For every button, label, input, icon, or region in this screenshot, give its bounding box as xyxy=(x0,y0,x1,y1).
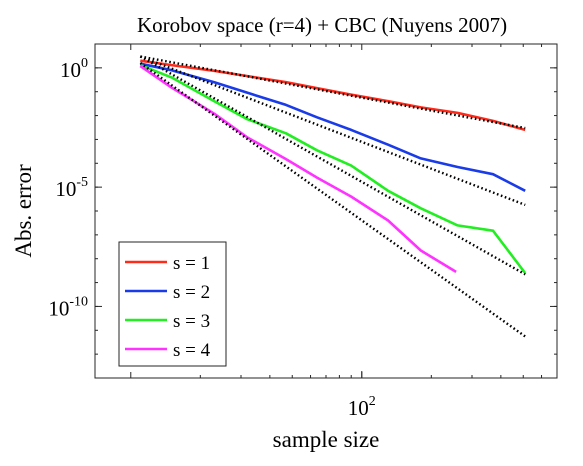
legend-label-s4: s = 4 xyxy=(173,340,211,361)
legend-label-s1: s = 1 xyxy=(173,253,210,274)
y-tick-label-base: 10 xyxy=(55,177,76,201)
x-tick-label-exponent: 2 xyxy=(369,394,376,409)
y-tick-label-exponent: -10 xyxy=(69,294,88,309)
series-line-s3 xyxy=(139,63,527,274)
x-tick-label: 102 xyxy=(348,394,376,420)
x-tick-label-base: 10 xyxy=(348,396,369,420)
legend-label-s2: s = 2 xyxy=(173,282,210,303)
series-line-s1 xyxy=(140,59,526,132)
reference-line-4 xyxy=(139,62,526,338)
y-tick-label-base: 10 xyxy=(60,58,81,82)
y-axis-label: Abs. error xyxy=(11,164,36,258)
y-tick-label-exponent: 0 xyxy=(81,56,88,71)
chart-title: Korobov space (r=4) + CBC (Nuyens 2007) xyxy=(137,13,507,37)
y-tick-label-exponent: -5 xyxy=(76,175,88,190)
legend-label-s3: s = 3 xyxy=(173,311,210,332)
legend: s = 1 s = 2 s = 3 s = 4 xyxy=(118,241,227,367)
y-tick-label: 100 xyxy=(60,56,88,82)
plot-area xyxy=(139,55,527,338)
series-line-s2 xyxy=(140,62,526,192)
reference-line-2 xyxy=(139,55,526,207)
x-axis-label: sample size xyxy=(273,427,380,452)
y-tick-label: 10-5 xyxy=(55,175,88,201)
series-line-s4 xyxy=(139,64,457,274)
y-tick-label: 10-10 xyxy=(48,294,88,320)
y-tick-label-base: 10 xyxy=(48,296,69,320)
